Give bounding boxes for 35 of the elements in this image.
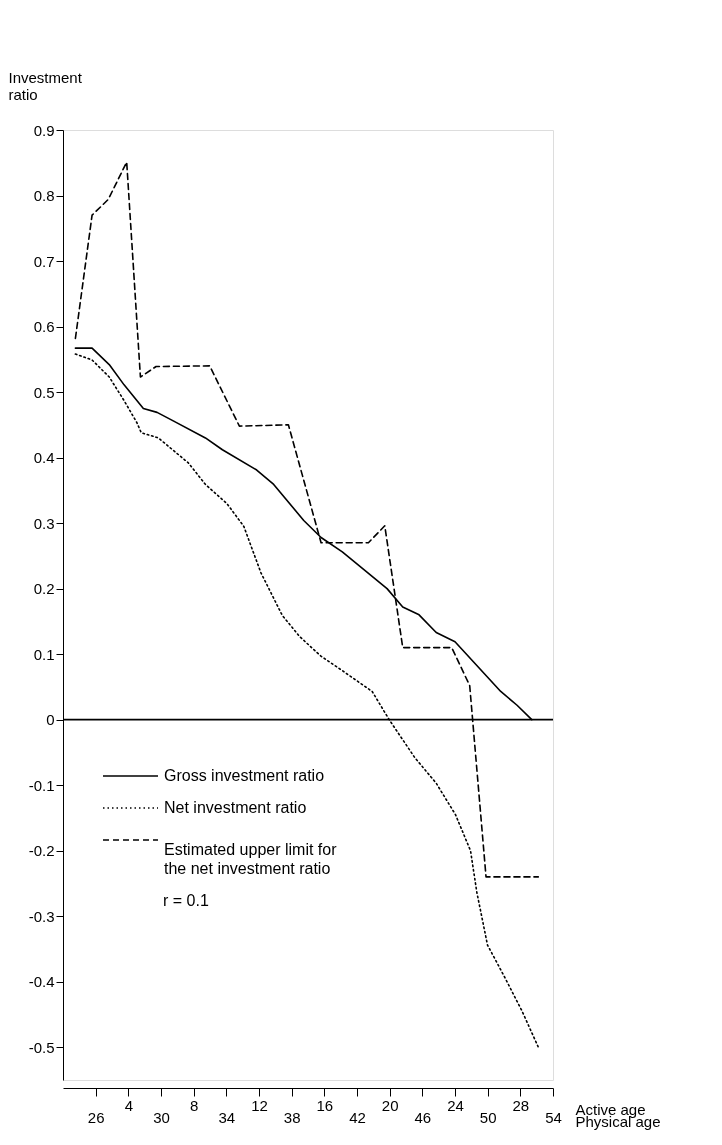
x2-tick-label: 54 [545, 1108, 562, 1126]
y-tick-label: 0.5 [33, 383, 55, 401]
y-axis-title: Investment ratio [8, 68, 83, 103]
x-tick-label: 8 [189, 1096, 199, 1114]
y-tick-label: 0.3 [33, 514, 55, 532]
x-tick-label: 4 [124, 1096, 134, 1114]
y-tick-label: -0.5 [28, 1038, 55, 1056]
y-tick-label: 0.6 [33, 318, 55, 336]
x2-tick-label: 46 [414, 1108, 432, 1126]
annotation: r = 0.1 [163, 892, 209, 909]
x2-tick-label: 26 [87, 1108, 105, 1126]
legend-label: Net investment ratio [164, 799, 307, 816]
x2-tick-label: 34 [218, 1108, 236, 1126]
y-tick-label: 0.2 [33, 580, 55, 598]
y-tick-label: 0 [46, 711, 55, 729]
x2-tick-label: 50 [479, 1108, 497, 1126]
y-tick-label: -0.1 [28, 776, 55, 794]
y-tick-label: -0.2 [28, 842, 55, 860]
y-tick-label: 0.8 [33, 187, 55, 205]
x-tick-label: 24 [447, 1096, 464, 1114]
legend-label: Estimated upper limit for the net investment ratio [164, 840, 338, 877]
x-tick-label: 28 [512, 1096, 530, 1114]
y-tick-label: 0.4 [33, 449, 55, 467]
y-tick-label: 0.1 [33, 645, 55, 663]
x2-tick-label: 30 [153, 1108, 170, 1126]
y-tick-label: -0.3 [28, 907, 55, 925]
y-tick-label: 0.9 [33, 121, 55, 139]
y-tick-label: 0.7 [33, 252, 55, 270]
y-tick-label: -0.4 [28, 973, 55, 991]
x-tick-label: 16 [316, 1096, 334, 1114]
x2-tick-label: 42 [349, 1108, 366, 1126]
legend-label: Gross investment ratio [164, 767, 325, 784]
x-tick-label: 20 [381, 1096, 399, 1114]
x2-tick-label: 38 [283, 1108, 301, 1126]
x-tick-label: 12 [251, 1096, 268, 1114]
